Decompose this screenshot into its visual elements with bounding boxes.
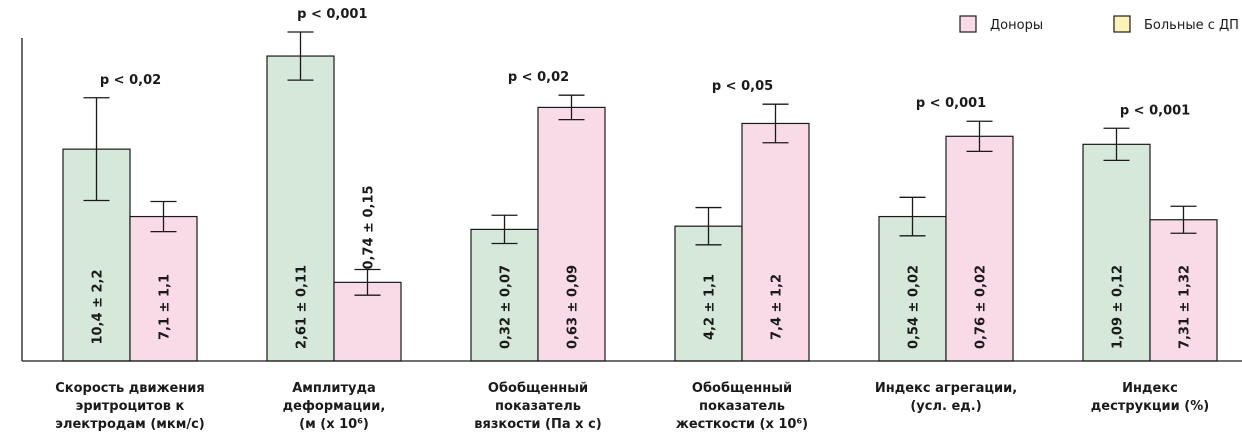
category-label-line: показатель [699,399,785,414]
legend-label: Больные с ДП [1144,18,1239,33]
category-label-line: деформации, [283,399,386,414]
category-label: Обобщенный показатель вязкости (Па х с) [474,381,601,432]
category-label-line: Обобщенный [488,381,588,396]
category-label: Скорость движения эритроцитов к электродам… [55,381,205,432]
legend-swatch [1113,15,1131,33]
category-label-line: вязкости (Па х с) [474,417,601,432]
p-value-label: p < 0,001 [916,96,986,111]
p-value-label: p < 0,02 [508,70,569,85]
category-label-line: (усл. ед.) [910,399,981,414]
bar-group: 2,61 ± 0,11 0,74 ± 0,15 p < 0,001 [266,7,402,362]
bar [1149,219,1218,362]
category-label-line: Индекс агрегации, [875,381,1017,396]
category-label-line: деструкции (%) [1091,399,1209,414]
chart-legend: Доноры Больные с ДП [959,15,1239,33]
legend-label: Доноры [990,18,1043,33]
bar-value-label: 0,63 ± 0,09 [566,265,581,349]
bar [266,55,335,362]
bar-value-label: 1,09 ± 0,12 [1111,265,1126,349]
bar [537,106,606,362]
category-label-line: (м (х 10⁶) [299,417,369,432]
category-label: Обобщенный показатель жесткости (х 10⁶) [676,381,808,432]
category-label-line: показатель [495,399,581,414]
bar-group: 4,2 ± 1,1 7,4 ± 1,2 p < 0,05 [674,79,810,362]
bar-value-label: 0,74 ± 0,15 [362,185,377,269]
category-label-line: Скорость движения [55,381,205,396]
bar-value-label: 0,54 ± 0,02 [907,265,922,349]
bar-value-label: 7,31 ± 1,32 [1178,265,1193,349]
category-label-line: жесткости (х 10⁶) [676,417,808,432]
category-label-line: Амплитуда [292,381,376,396]
category-label-line: электродам (мкм/с) [55,417,204,432]
category-label: Индекс деструкции (%) [1091,381,1209,414]
bar [878,215,947,362]
legend-swatch [959,15,977,33]
p-value-label: p < 0,001 [1120,103,1190,118]
bar-value-label: 0,76 ± 0,02 [974,265,989,349]
category-label-line: эритроцитов к [76,399,185,414]
p-value-label: p < 0,001 [297,7,367,22]
category-label-line: Индекс [1122,381,1178,396]
bar-value-label: 4,2 ± 1,1 [703,274,718,340]
bar [674,225,743,362]
bar [741,122,810,362]
bar-value-label: 7,4 ± 1,2 [770,274,785,340]
bar-value-label: 0,32 ± 0,07 [499,265,514,349]
category-label: Индекс агрегации, (усл. ед.) [875,381,1017,414]
category-labels: Скорость движения эритроцитов к электродам… [55,381,1209,432]
category-label: Амплитуда деформации, (м (х 10⁶) [283,381,386,432]
bar-group: 0,54 ± 0,02 0,76 ± 0,02 p < 0,001 [878,96,1014,362]
category-label-line: Обобщенный [692,381,792,396]
bar-groups: 10,4 ± 2,2 7,1 ± 1,1 p < 0,02 2,61 ± 0,11 0,… [62,7,1218,362]
p-value-label: p < 0,02 [100,73,161,88]
p-value-label: p < 0,05 [712,79,773,94]
bar-value-label: 2,61 ± 0,11 [295,265,310,349]
bar-group: 10,4 ± 2,2 7,1 ± 1,1 p < 0,02 [62,73,198,362]
bar-value-label: 7,1 ± 1,1 [158,274,173,340]
bar-value-label: 10,4 ± 2,2 [91,269,106,344]
chart-axes [21,38,1242,362]
bar-group: 1,09 ± 0,12 7,31 ± 1,32 p < 0,001 [1082,103,1218,362]
bar-group: 0,32 ± 0,07 0,63 ± 0,09 p < 0,02 [470,70,606,362]
